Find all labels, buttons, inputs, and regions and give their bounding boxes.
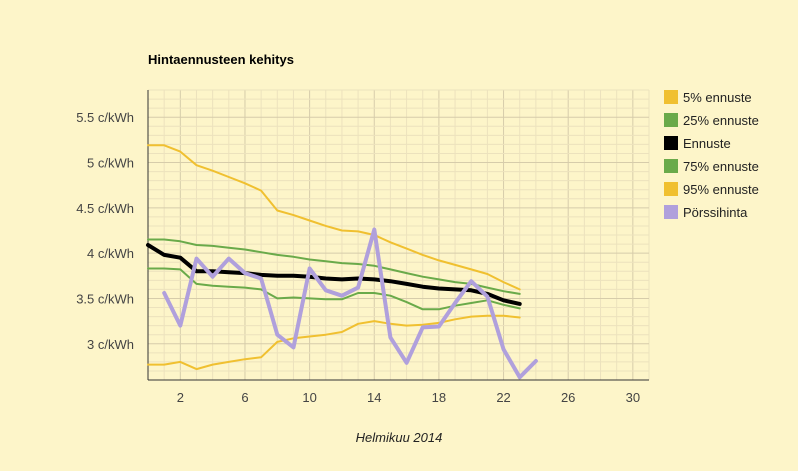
series-line-5 xyxy=(147,144,521,291)
x-tick-label: 2 xyxy=(177,390,184,405)
legend-swatch xyxy=(664,159,678,173)
series-group xyxy=(146,144,538,380)
legend-swatch xyxy=(664,182,678,196)
series-line-6 xyxy=(162,227,538,380)
legend-item[interactable]: 25% ennuste xyxy=(664,113,759,128)
chart-title: Hintaennusteen kehitys xyxy=(148,52,294,67)
y-tick-label: 3.5 c/kWh xyxy=(76,291,134,306)
y-axis-ticks: 3 c/kWh 3.5 c/kWh 4 c/kWh 4.5 c/kWh 5 c/kWh 5… xyxy=(76,110,134,352)
legend-item[interactable]: 95% ennuste xyxy=(664,182,759,197)
y-tick-label: 3 c/kWh xyxy=(87,337,134,352)
series-line-2 xyxy=(147,267,521,311)
y-tick-label: 4.5 c/kWh xyxy=(76,201,134,216)
grid xyxy=(148,89,650,381)
x-tick-label: 30 xyxy=(626,390,640,405)
series-line-1 xyxy=(147,314,521,371)
x-tick-label: 14 xyxy=(367,390,381,405)
legend-item[interactable]: 5% ennuste xyxy=(664,90,752,105)
y-tick-label: 5 c/kWh xyxy=(87,156,134,171)
legend-item[interactable]: Pörssihinta xyxy=(664,205,748,220)
legend-label: 25% ennuste xyxy=(683,113,759,128)
legend-item[interactable]: 75% ennuste xyxy=(664,159,759,174)
series-line-4 xyxy=(147,238,521,295)
y-tick-label: 4 c/kWh xyxy=(87,246,134,261)
legend-swatch xyxy=(664,136,678,150)
x-tick-label: 26 xyxy=(561,390,575,405)
x-axis-ticks: 2 6 10 14 18 22 26 30 xyxy=(177,390,640,405)
legend-swatch xyxy=(664,205,678,219)
legend-swatch xyxy=(664,90,678,104)
x-tick-label: 10 xyxy=(302,390,316,405)
legend-label: 75% ennuste xyxy=(683,159,759,174)
axes xyxy=(147,90,649,381)
legend-label: Pörssihinta xyxy=(683,205,748,220)
legend-label: 5% ennuste xyxy=(683,90,752,105)
x-tick-label: 22 xyxy=(496,390,510,405)
x-tick-label: 18 xyxy=(432,390,446,405)
legend-label: Ennuste xyxy=(683,136,731,151)
x-tick-label: 6 xyxy=(241,390,248,405)
legend-label: 95% ennuste xyxy=(683,182,759,197)
legend[interactable]: 5% ennuste 25% ennuste Ennuste 75% ennuste 9… xyxy=(664,90,759,220)
legend-item[interactable]: Ennuste xyxy=(664,136,731,151)
legend-swatch xyxy=(664,113,678,127)
x-axis-label: Helmikuu 2014 xyxy=(356,430,443,445)
y-tick-label: 5.5 c/kWh xyxy=(76,110,134,125)
